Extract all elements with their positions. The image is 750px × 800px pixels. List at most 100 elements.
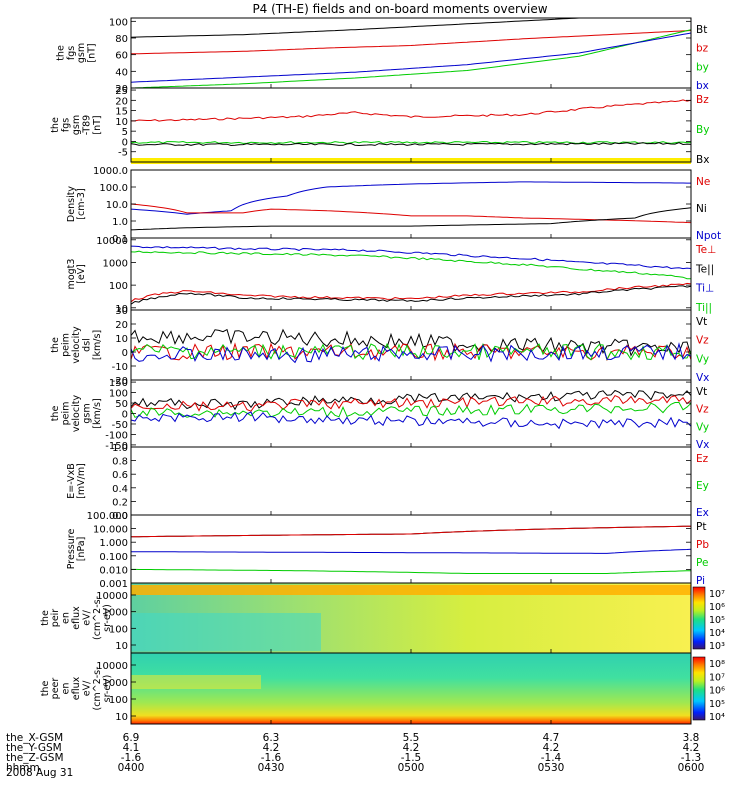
y-tick-label: 10.0 xyxy=(106,200,128,211)
colorbar: 10⁷ 10⁶ 10⁵ 10⁴ 10³ xyxy=(692,586,725,652)
panel-fgs-gsm: 100 80 60 40 20 Bt bz by bx thefgsgsm[nT] xyxy=(55,17,708,95)
series-line-Vx xyxy=(130,411,692,430)
y-axis-label-line: (cm^2-s- xyxy=(92,667,103,711)
y-tick-label: 1000 xyxy=(103,608,128,619)
legend-entry: Vt xyxy=(696,316,707,328)
ephemeris-value: -1.4 xyxy=(541,752,562,764)
y-tick-label: 40 xyxy=(115,67,128,78)
y-tick-label: 100.000 xyxy=(87,511,128,522)
ephemeris-value: 4.1 xyxy=(123,742,140,754)
y-axis-label-line: en xyxy=(61,612,72,624)
ephemeris-table: the_X-GSM 6.9 6.3 5.5 4.7 3.8 the_Y-GSM 4.1 4.2 4… xyxy=(6,732,704,774)
y-axis-label-line: [cm-3] xyxy=(76,188,87,219)
series-line-Npot xyxy=(130,181,691,215)
y-tick-label: 0.010 xyxy=(99,565,128,576)
y-axis-label-line: gsm xyxy=(71,115,82,135)
legend-entry: Ey xyxy=(696,480,709,492)
series-line-Vy xyxy=(130,402,692,418)
y-tick-label: -20 xyxy=(112,376,128,387)
ephemeris-value: -1.6 xyxy=(121,752,142,764)
colorbar-tick-label: 10⁷ xyxy=(709,672,725,683)
legend-entry: Npot xyxy=(696,230,721,242)
y-tick-label: 20 xyxy=(115,320,128,331)
panel-frame xyxy=(130,17,692,89)
ephemeris-value: 0400 xyxy=(118,762,145,774)
colorbar-tick-label: 10⁶ xyxy=(709,686,725,697)
y-tick-label: 20 xyxy=(115,96,128,107)
legend-entry: bz xyxy=(696,43,709,55)
y-tick-label: 0.8 xyxy=(112,457,128,468)
series-line-Ti xyxy=(130,250,692,280)
panel-e-field: 1.0 0.8 0.6 0.4 0.2 0.0 Ez Ey Ex E=-VxB[mV/m] xyxy=(66,443,709,522)
y-tick-label: 80 xyxy=(115,34,128,45)
legend-entry: Vx xyxy=(696,372,709,384)
y-tick-label: -100 xyxy=(105,430,128,441)
y-axis-label-line: en xyxy=(61,683,72,695)
legend: Vt Vz Vy Vx xyxy=(696,316,709,384)
series-line-Vz xyxy=(130,342,692,362)
date-label: 2008 Aug 31 xyxy=(6,767,73,779)
y-axis-label: thepeimvelocitydsl[km/s] xyxy=(50,326,103,364)
panel-peer-eflux: 10⁸10⁷10⁶10⁵10⁴10000100010010thepeerenef… xyxy=(40,652,725,725)
y-tick-label: -50 xyxy=(112,420,128,431)
y-axis-label: thepeimvelocitygsm[km/s] xyxy=(50,395,103,433)
colorbar-tick-label: 10³ xyxy=(709,641,725,652)
y-axis-label-line: sr-eV) xyxy=(102,604,113,632)
legend-entry: Bt xyxy=(696,24,707,36)
y-tick-label: 10 xyxy=(115,641,128,652)
y-tick-label: 150 xyxy=(109,378,128,389)
y-axis-label-line: eflux xyxy=(71,606,82,630)
panel-pressure: 100.00010.0001.0000.1000.0100.001PtPbPeP… xyxy=(66,511,710,590)
y-tick-label: 20 xyxy=(115,84,128,95)
ephemeris-value: -1.5 xyxy=(401,752,422,764)
y-axis-label: thepeerenefluxeV/(cm^2-s-sr-eV) xyxy=(40,667,113,711)
y-axis-label-line: [km/s] xyxy=(92,330,103,360)
ephemeris-value: 0430 xyxy=(258,762,285,774)
ephemeris-row-label: hhmm xyxy=(6,762,40,774)
series-line-Pb xyxy=(130,525,692,538)
legend: Bz By Bx xyxy=(696,94,709,166)
ephemeris-value: 0500 xyxy=(398,762,425,774)
y-axis-label-line: the xyxy=(55,45,66,61)
y-axis-label-line: mogt3 xyxy=(66,259,77,290)
y-tick-label: 0 xyxy=(122,410,128,421)
series-line-Vt xyxy=(130,389,692,411)
panel-frame xyxy=(130,309,692,381)
y-axis-label-line: the xyxy=(40,610,51,626)
y-tick-label: 10000 xyxy=(96,236,128,247)
y-tick-label: 10 xyxy=(115,304,128,315)
y-axis-label-line: E=-VxB xyxy=(66,463,77,498)
legend-entry: Ni xyxy=(696,203,707,215)
y-tick-label: 25 xyxy=(115,86,128,97)
y-axis-label-line: eflux xyxy=(71,676,82,700)
y-tick-label: 10 xyxy=(115,712,128,723)
ephemeris-value: 4.2 xyxy=(543,742,560,754)
series-line-Vt xyxy=(130,328,692,357)
y-axis-label-line: the xyxy=(40,681,51,697)
y-tick-label: 15 xyxy=(115,107,128,118)
legend-entry: Bx xyxy=(696,154,709,166)
legend-entry: by xyxy=(696,61,709,73)
y-axis-label-line: eV/ xyxy=(81,609,92,625)
ephemeris-row-label: the_Z-GSM xyxy=(6,752,64,764)
y-axis-label-line: gsm xyxy=(81,403,92,423)
y-tick-label: 10 xyxy=(115,117,128,128)
y-tick-label: 1000 xyxy=(103,258,128,269)
ephemeris-value: -1.3 xyxy=(681,752,702,764)
y-tick-label: 0.100 xyxy=(99,552,128,563)
legend-entry: Ez xyxy=(696,453,709,465)
legend-entry: Vz xyxy=(696,335,709,347)
y-tick-label: 0.001 xyxy=(99,579,128,590)
ephemeris-value: 3.8 xyxy=(683,732,700,744)
legend-entry: Ex xyxy=(696,507,709,519)
y-tick-label: 0.0 xyxy=(112,511,128,522)
y-axis-label: thepeirenefluxeV/(cm^2-s-sr-eV) xyxy=(40,596,113,640)
series-line-bx xyxy=(130,32,692,83)
panel-frame xyxy=(130,87,692,163)
legend: Pt Pb Pe Pi xyxy=(696,521,709,587)
y-axis-label-line: [eV] xyxy=(76,264,87,284)
series-line-Bz xyxy=(131,99,692,122)
chart-title: P4 (TH-E) fields and on-board moments ov… xyxy=(252,2,547,16)
ephemeris-value: 6.3 xyxy=(263,732,280,744)
